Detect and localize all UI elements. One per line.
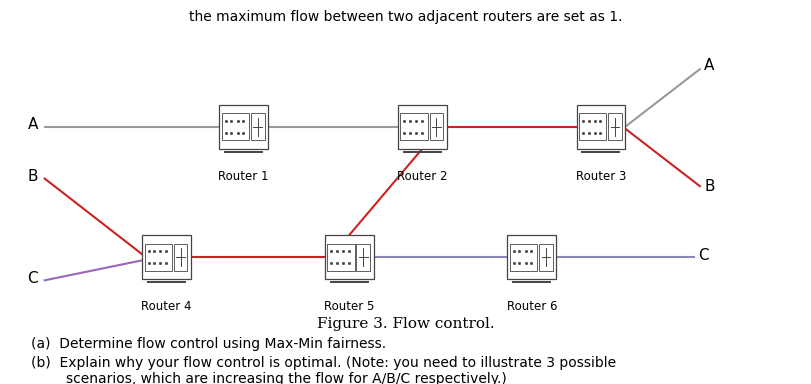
- Text: Figure 3. Flow control.: Figure 3. Flow control.: [317, 317, 494, 331]
- Text: Router 5: Router 5: [324, 300, 374, 313]
- FancyBboxPatch shape: [576, 104, 624, 149]
- Text: Router 4: Router 4: [141, 300, 191, 313]
- FancyBboxPatch shape: [400, 113, 427, 141]
- Text: C: C: [697, 248, 708, 263]
- FancyBboxPatch shape: [219, 104, 268, 149]
- FancyBboxPatch shape: [356, 243, 370, 271]
- Text: Router 2: Router 2: [397, 170, 447, 183]
- Text: Router 1: Router 1: [218, 170, 268, 183]
- Text: scenarios, which are increasing the flow for A/B/C respectively.): scenarios, which are increasing the flow…: [31, 372, 506, 384]
- FancyBboxPatch shape: [397, 104, 446, 149]
- FancyBboxPatch shape: [174, 243, 187, 271]
- FancyBboxPatch shape: [144, 243, 172, 271]
- FancyBboxPatch shape: [251, 113, 264, 141]
- FancyBboxPatch shape: [507, 235, 556, 280]
- FancyBboxPatch shape: [429, 113, 443, 141]
- Text: A: A: [28, 117, 38, 132]
- Text: the maximum flow between two adjacent routers are set as 1.: the maximum flow between two adjacent ro…: [189, 10, 622, 23]
- Text: A: A: [703, 58, 714, 73]
- FancyBboxPatch shape: [539, 243, 552, 271]
- Text: B: B: [28, 169, 38, 184]
- FancyBboxPatch shape: [578, 113, 606, 141]
- FancyBboxPatch shape: [509, 243, 537, 271]
- Text: Router 6: Router 6: [506, 300, 556, 313]
- FancyBboxPatch shape: [327, 243, 354, 271]
- Text: (b)  Explain why your flow control is optimal. (Note: you need to illustrate 3 p: (b) Explain why your flow control is opt…: [31, 356, 616, 369]
- FancyBboxPatch shape: [607, 113, 621, 141]
- Text: C: C: [28, 271, 38, 286]
- Text: B: B: [703, 179, 714, 194]
- FancyBboxPatch shape: [221, 113, 249, 141]
- FancyBboxPatch shape: [324, 235, 373, 280]
- FancyBboxPatch shape: [142, 235, 191, 280]
- Text: (a)  Determine flow control using Max-Min fairness.: (a) Determine flow control using Max-Min…: [31, 337, 385, 351]
- Text: Router 3: Router 3: [575, 170, 625, 183]
